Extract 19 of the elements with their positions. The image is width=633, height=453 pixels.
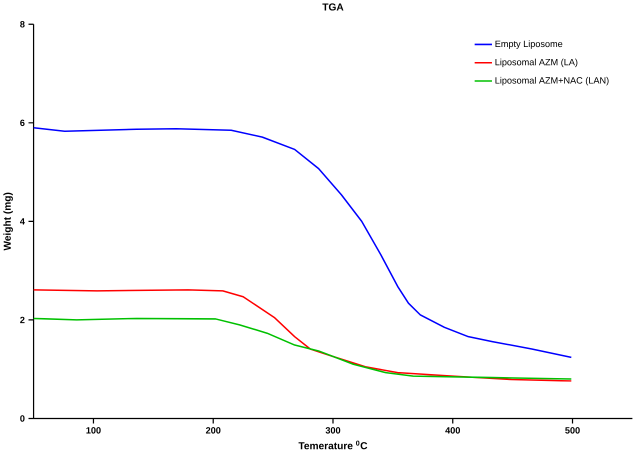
line-series: [34, 127, 572, 358]
x-axis-title: Temerature $^{0}$C: [298, 440, 368, 450]
line-series: [34, 318, 572, 380]
line-series: [34, 289, 572, 382]
legend-label: Liposomal AZM (LA): [496, 58, 578, 68]
y-axis-title: Weight (mg): [3, 192, 13, 251]
y-tick-label: 2: [20, 316, 25, 324]
x-tick-label: 300: [326, 427, 340, 434]
chart-title: TGA: [322, 4, 344, 11]
legend-label: Liposomal AZM+NAC (LAN): [496, 77, 609, 86]
legend-label: Empty Liposome: [496, 40, 562, 50]
x-tick-label: 500: [565, 427, 580, 434]
y-tick-label: 8: [20, 21, 25, 28]
x-tick-label: 400: [445, 427, 460, 434]
y-tick-label: 4: [20, 218, 25, 225]
y-tick-label: 0: [20, 415, 25, 422]
x-tick-label: 200: [206, 427, 220, 434]
y-tick-label: 6: [20, 120, 25, 126]
x-tick-label: 100: [86, 427, 101, 434]
